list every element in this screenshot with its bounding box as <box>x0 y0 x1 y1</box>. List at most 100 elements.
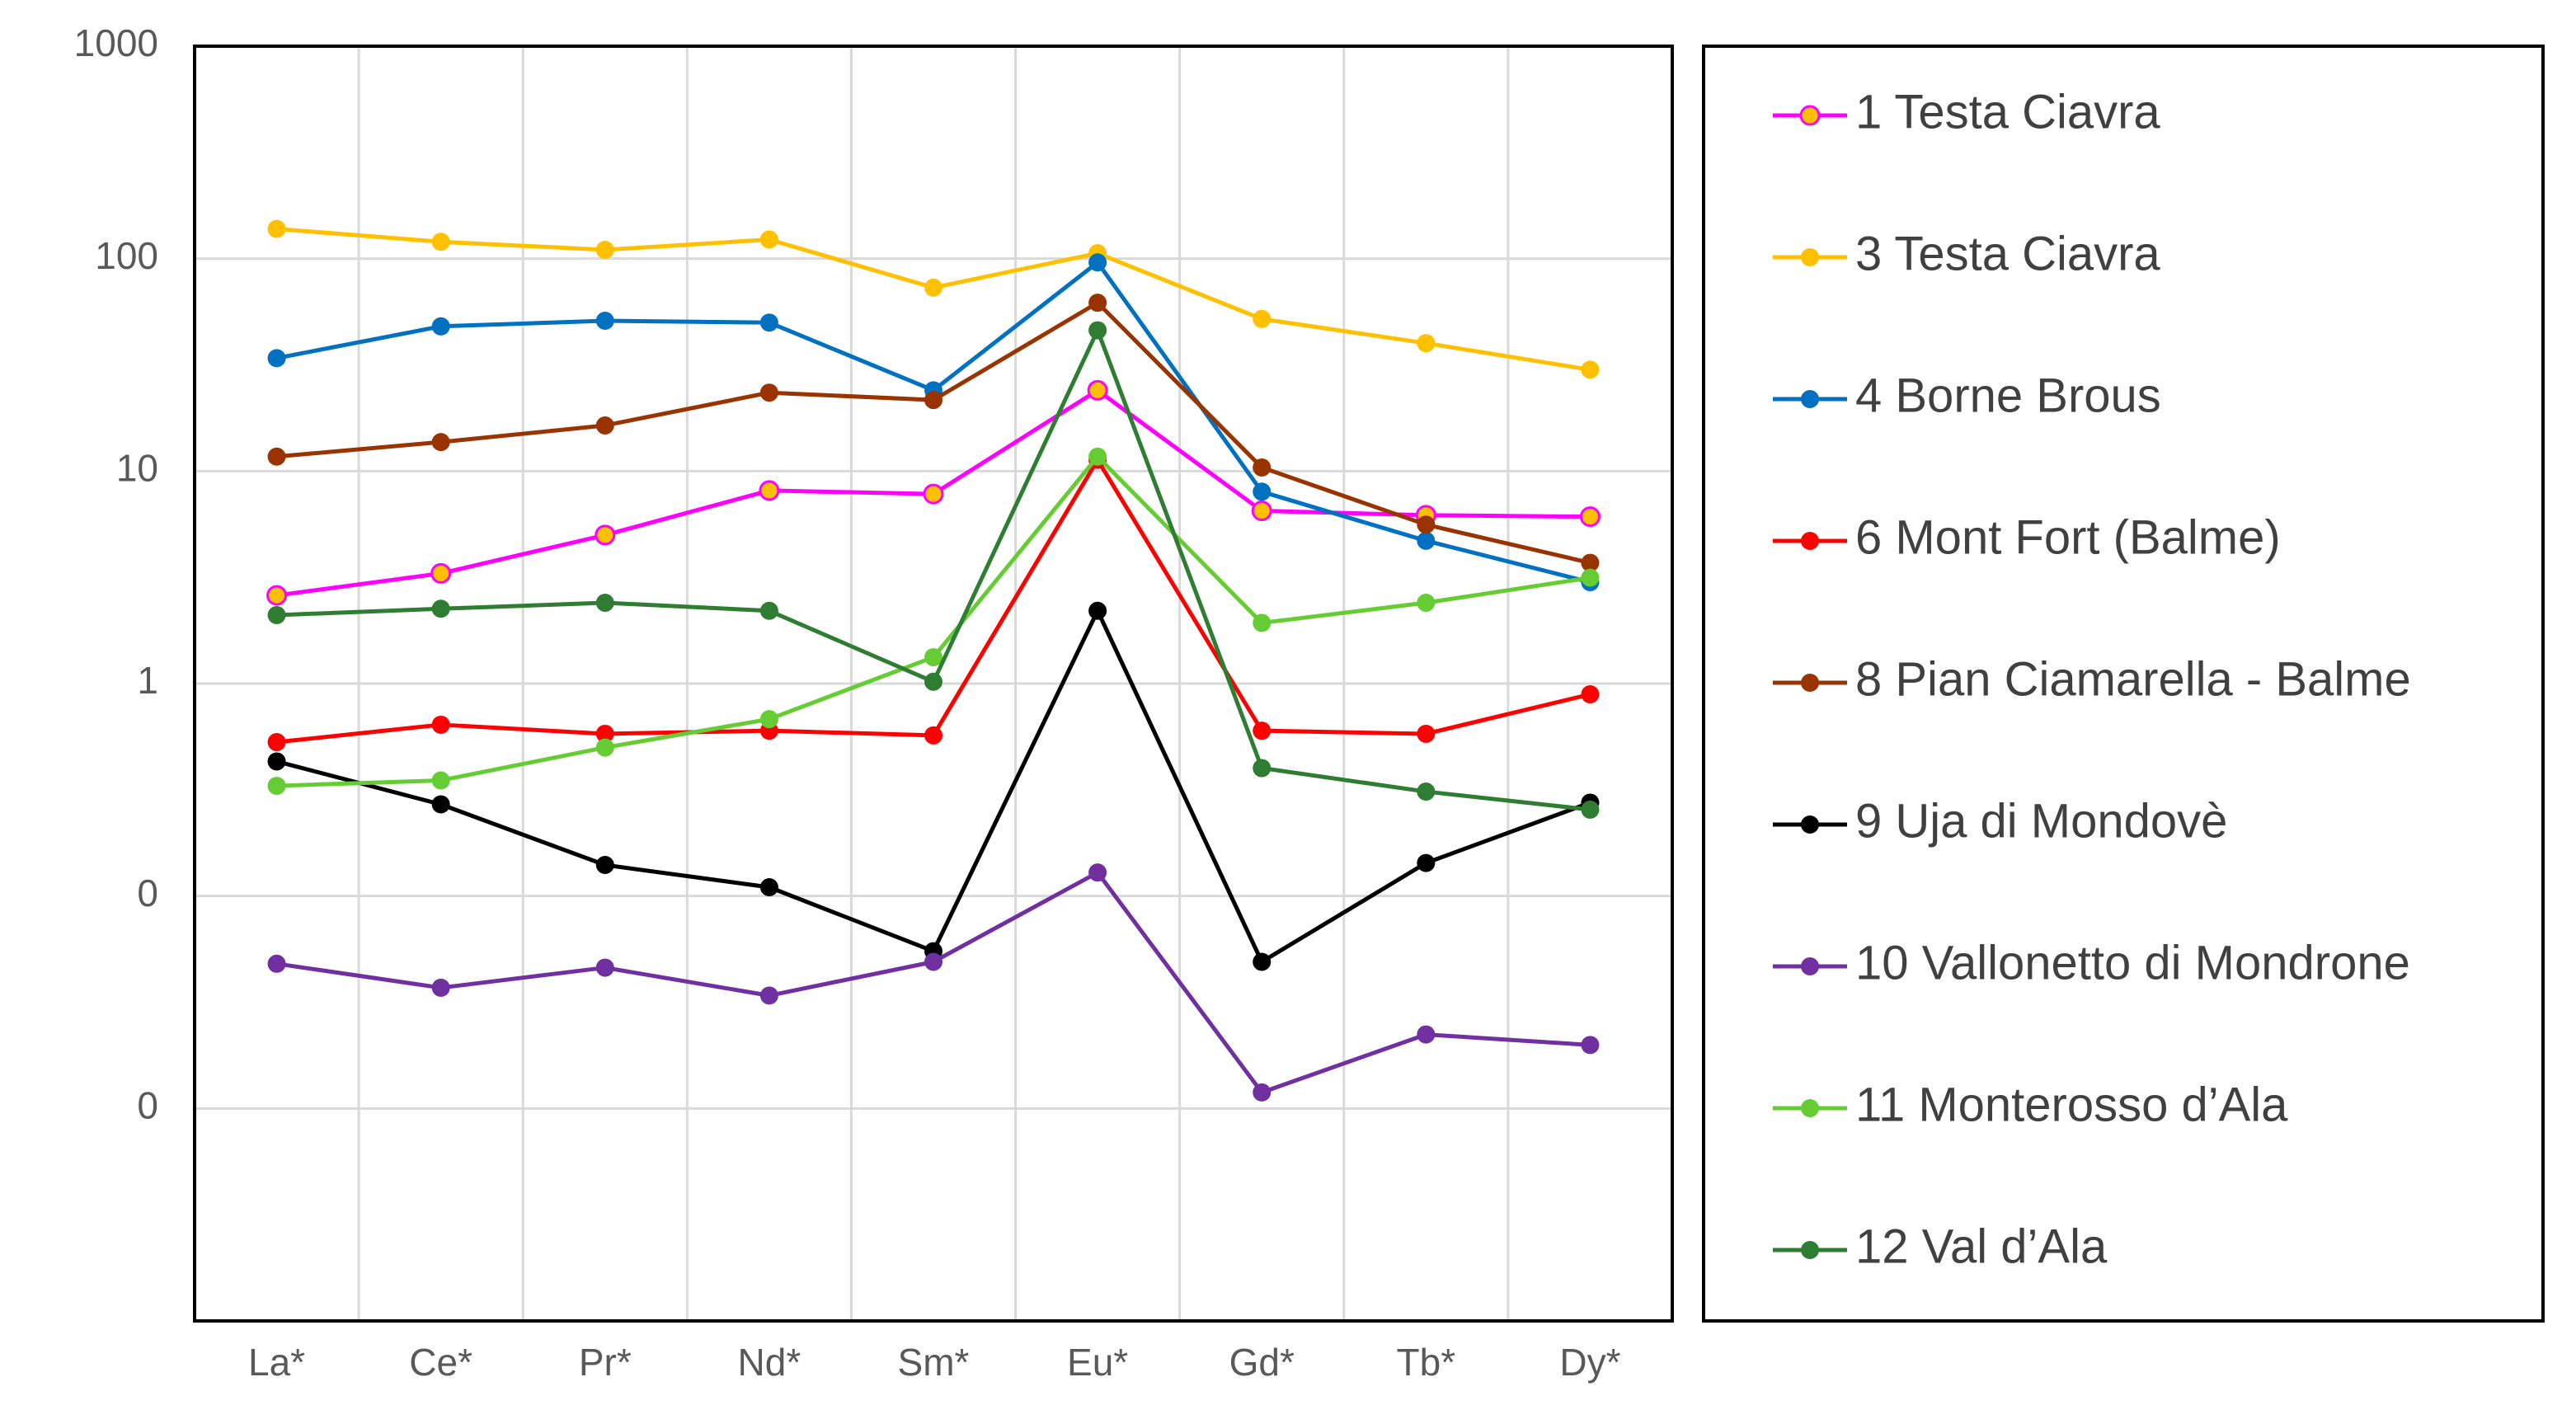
data-point <box>267 733 286 752</box>
data-point <box>267 777 286 796</box>
x-tick-label: Nd* <box>738 1341 801 1384</box>
x-tick-label: Gd* <box>1229 1341 1295 1384</box>
data-point <box>431 795 450 814</box>
data-point <box>266 585 288 606</box>
x-tick-label: Dy* <box>1559 1341 1620 1384</box>
data-point <box>431 771 450 790</box>
legend-item: 9 Uja di Mondovè <box>1773 794 2227 848</box>
data-point <box>1417 515 1436 534</box>
data-point <box>267 349 286 368</box>
data-point <box>430 562 452 584</box>
data-point <box>924 726 942 745</box>
data-point <box>924 672 942 691</box>
x-tick-label: Tb* <box>1397 1341 1456 1384</box>
data-point <box>1253 952 1272 971</box>
legend: 1 Testa Ciavra 3 Testa Ciavra 4 Borne Brou… <box>1702 45 2545 1323</box>
data-point <box>1581 1036 1600 1055</box>
data-point <box>1253 1083 1272 1102</box>
x-tick-label: Eu* <box>1067 1341 1128 1384</box>
data-point <box>1581 568 1600 587</box>
legend-swatch-marker <box>1801 674 1819 692</box>
legend-item: 4 Borne Brous <box>1773 369 2161 422</box>
data-point <box>1581 800 1600 819</box>
data-point <box>924 648 942 667</box>
data-point <box>759 601 778 620</box>
data-point <box>759 878 778 897</box>
series-5 <box>267 294 1600 572</box>
x-tick-label: Pr* <box>579 1341 632 1384</box>
legend-item: 3 Testa Ciavra <box>1773 227 2160 280</box>
series-8 <box>267 447 1600 796</box>
data-point <box>924 391 942 410</box>
data-point <box>1581 360 1600 379</box>
data-point <box>595 856 614 875</box>
data-point <box>1253 482 1272 501</box>
legend-label: 3 Testa Ciavra <box>1855 227 2160 280</box>
data-point <box>924 278 942 297</box>
data-point <box>595 594 614 613</box>
data-point <box>1088 294 1107 313</box>
data-point <box>1088 601 1107 620</box>
data-point <box>759 986 778 1005</box>
data-point <box>1581 553 1600 572</box>
data-point <box>431 978 450 997</box>
plot-area <box>193 45 1674 1323</box>
y-tick-label: 0 <box>137 1083 158 1126</box>
data-point <box>1417 782 1436 801</box>
data-point <box>267 219 286 238</box>
legend-item: 12 Val d’Ala <box>1773 1220 2108 1273</box>
data-point <box>431 715 450 734</box>
data-point <box>1417 531 1436 550</box>
legend-item: 1 Testa Ciavra <box>1773 85 2160 139</box>
data-point <box>595 312 614 331</box>
y-tick-label: 10 <box>116 446 158 489</box>
data-point <box>267 605 286 624</box>
legend-swatch-marker <box>1801 248 1819 266</box>
data-point <box>595 724 614 743</box>
data-point <box>1253 721 1272 740</box>
data-point <box>1417 853 1436 872</box>
legend-item: 8 Pian Ciamarella - Balme <box>1773 652 2411 706</box>
data-point <box>431 233 450 251</box>
data-point <box>595 524 616 546</box>
legend-label: 6 Mont Fort (Balme) <box>1855 510 2281 564</box>
y-tick-label: 0 <box>137 872 158 914</box>
series-6 <box>267 601 1600 971</box>
data-point <box>431 317 450 336</box>
data-point <box>759 313 778 332</box>
data-point <box>1253 613 1272 632</box>
series-9 <box>267 321 1600 819</box>
data-point <box>1088 863 1107 882</box>
data-point <box>1581 685 1600 704</box>
data-point <box>431 433 450 452</box>
legend-swatch-marker <box>1801 1099 1819 1117</box>
data-point <box>595 416 614 435</box>
data-point <box>267 954 286 973</box>
data-point <box>1087 379 1108 401</box>
legend-label: 12 Val d’Ala <box>1855 1220 2108 1273</box>
legend-label: 10 Vallonetto di Mondrone <box>1855 936 2410 989</box>
data-point <box>595 958 614 977</box>
legend-swatch-marker <box>1801 957 1819 975</box>
data-point <box>923 483 944 505</box>
data-point <box>1417 724 1436 743</box>
x-tick-label: Ce* <box>409 1341 472 1384</box>
legend-item: 6 Mont Fort (Balme) <box>1773 510 2281 564</box>
legend-label: 9 Uja di Mondovè <box>1855 794 2227 848</box>
data-point <box>759 710 778 729</box>
data-point <box>759 230 778 249</box>
data-point <box>595 241 614 260</box>
data-point <box>759 383 778 402</box>
data-point <box>1088 253 1107 272</box>
y-tick-label: 1 <box>137 659 158 702</box>
data-point <box>1251 501 1272 522</box>
data-point <box>924 952 942 971</box>
series-2 <box>267 219 1600 379</box>
data-point <box>1417 594 1436 613</box>
x-tick-label: La* <box>248 1341 305 1384</box>
data-point <box>1417 1025 1436 1044</box>
y-tick-label: 100 <box>95 234 158 277</box>
legend-label: 4 Borne Brous <box>1855 369 2161 422</box>
